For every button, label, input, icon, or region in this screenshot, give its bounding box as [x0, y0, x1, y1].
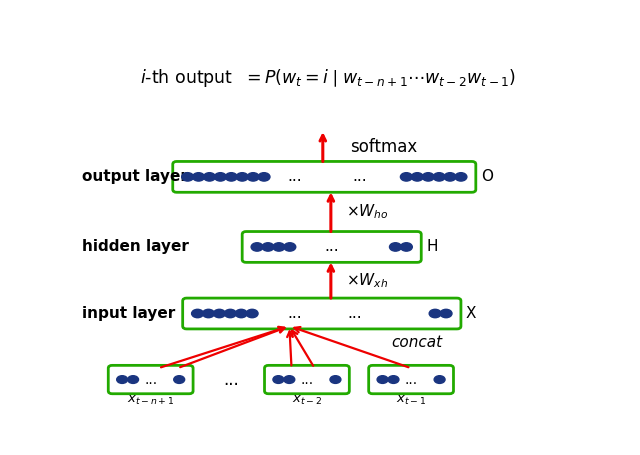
- Text: ...: ...: [404, 373, 418, 387]
- Circle shape: [262, 243, 274, 251]
- Text: input layer: input layer: [83, 306, 176, 321]
- Circle shape: [204, 172, 216, 181]
- Text: $x_{t-1}$: $x_{t-1}$: [396, 394, 426, 407]
- Text: $\times W_{ho}$: $\times W_{ho}$: [346, 202, 388, 221]
- Circle shape: [284, 376, 295, 384]
- Circle shape: [433, 172, 445, 181]
- Text: O: O: [481, 169, 493, 184]
- Text: output layer: output layer: [83, 169, 188, 184]
- Circle shape: [390, 243, 401, 251]
- FancyBboxPatch shape: [173, 162, 476, 192]
- FancyBboxPatch shape: [369, 365, 454, 394]
- Circle shape: [116, 376, 127, 384]
- Circle shape: [401, 172, 412, 181]
- Circle shape: [127, 376, 138, 384]
- Text: $x_{t-n+1}$: $x_{t-n+1}$: [127, 394, 175, 407]
- Circle shape: [247, 172, 259, 181]
- Circle shape: [377, 376, 388, 384]
- Circle shape: [273, 243, 285, 251]
- Text: concat: concat: [392, 335, 443, 350]
- Circle shape: [213, 309, 225, 318]
- Circle shape: [429, 309, 441, 318]
- Circle shape: [444, 172, 456, 181]
- Circle shape: [455, 172, 467, 181]
- Circle shape: [422, 172, 434, 181]
- Circle shape: [173, 376, 185, 384]
- Circle shape: [273, 376, 284, 384]
- Circle shape: [388, 376, 399, 384]
- Circle shape: [193, 172, 205, 181]
- Text: ...: ...: [223, 370, 239, 389]
- Text: ...: ...: [347, 306, 362, 321]
- Circle shape: [412, 172, 423, 181]
- Circle shape: [202, 309, 214, 318]
- Circle shape: [246, 309, 258, 318]
- Text: X: X: [466, 306, 476, 321]
- Circle shape: [434, 376, 445, 384]
- Circle shape: [401, 243, 412, 251]
- Text: ...: ...: [287, 169, 302, 184]
- Circle shape: [236, 309, 247, 318]
- FancyBboxPatch shape: [242, 232, 421, 263]
- Text: softmax: softmax: [350, 138, 417, 156]
- Circle shape: [440, 309, 452, 318]
- Text: $\times W_{xh}$: $\times W_{xh}$: [346, 271, 388, 289]
- Circle shape: [258, 172, 270, 181]
- Circle shape: [330, 376, 341, 384]
- Text: $x_{t-2}$: $x_{t-2}$: [292, 394, 322, 407]
- Text: $i$-th output  $= P(w_t = i \mid w_{t-n+1} \cdots w_{t-2}w_{t-1})$: $i$-th output $= P(w_t = i \mid w_{t-n+1…: [140, 67, 516, 89]
- Circle shape: [182, 172, 193, 181]
- Circle shape: [191, 309, 204, 318]
- FancyBboxPatch shape: [108, 365, 193, 394]
- Text: ...: ...: [324, 239, 339, 254]
- Circle shape: [251, 243, 263, 251]
- Text: ...: ...: [287, 306, 302, 321]
- Text: ...: ...: [144, 373, 157, 387]
- Text: H: H: [426, 239, 438, 254]
- Circle shape: [236, 172, 248, 181]
- Circle shape: [214, 172, 227, 181]
- Circle shape: [225, 172, 237, 181]
- Text: ...: ...: [353, 169, 367, 184]
- FancyBboxPatch shape: [264, 365, 349, 394]
- Circle shape: [225, 309, 236, 318]
- Text: ...: ...: [300, 373, 314, 387]
- Text: hidden layer: hidden layer: [83, 239, 189, 254]
- FancyBboxPatch shape: [182, 298, 461, 329]
- Circle shape: [284, 243, 296, 251]
